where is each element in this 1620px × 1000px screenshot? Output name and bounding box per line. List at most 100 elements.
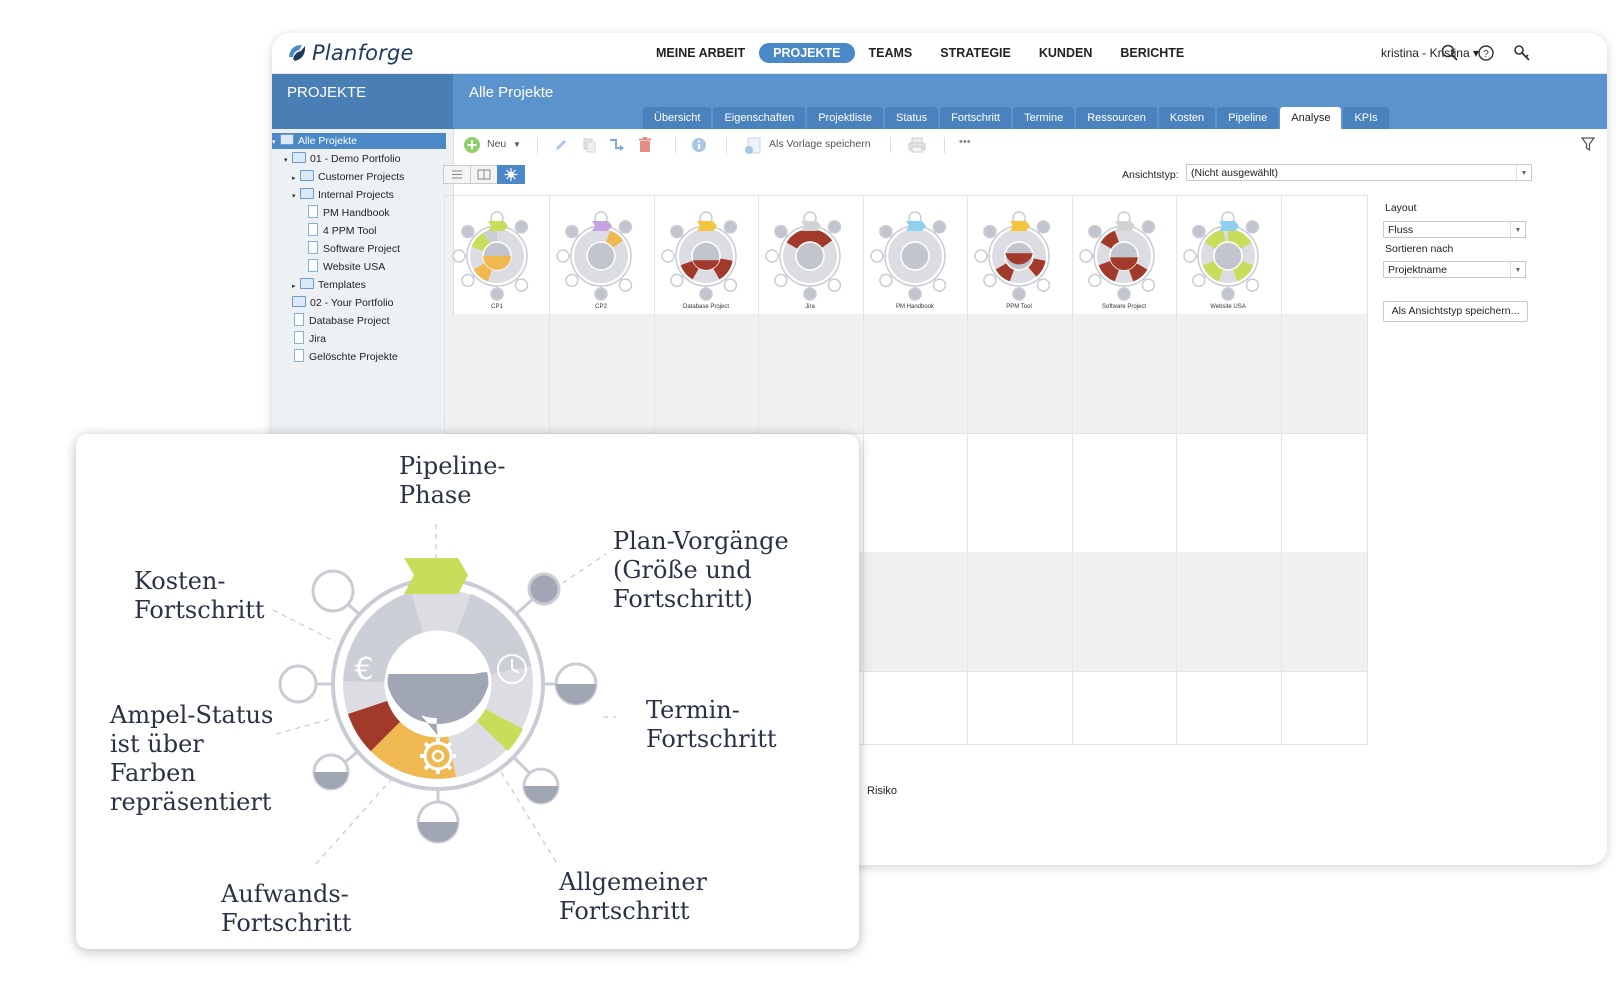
tab-ressourcen[interactable]: Ressourcen bbox=[1076, 107, 1157, 129]
folder-icon bbox=[280, 134, 294, 145]
label-line: ist über bbox=[110, 730, 204, 758]
satellite-circle bbox=[490, 287, 504, 301]
satellite-circle bbox=[974, 249, 988, 263]
nav-meine-arbeit[interactable]: MEINE ARBEIT bbox=[656, 46, 746, 60]
project-diagram-cp1[interactable]: CP1 bbox=[445, 204, 549, 316]
move-icon[interactable] bbox=[608, 137, 626, 153]
satellite-circle bbox=[1141, 278, 1156, 292]
toolbar-separator bbox=[890, 137, 891, 153]
edit-icon[interactable] bbox=[553, 137, 569, 153]
satellite-circle bbox=[514, 278, 529, 292]
satellite-circle bbox=[1141, 220, 1156, 234]
project-diagram-pm-handbook[interactable]: PM Handbook bbox=[863, 204, 967, 316]
new-button[interactable]: Neu bbox=[487, 138, 507, 150]
tree-item-label: Alle Projekte bbox=[298, 135, 357, 147]
toolbar: Neu ▼ Als Vorlage speichern ••• bbox=[453, 129, 1607, 159]
satellite-circle bbox=[461, 273, 475, 288]
tree-item-templates[interactable]: ▸ Templates bbox=[292, 278, 366, 291]
user-menu[interactable]: kristina - Kristina ▾ bbox=[1380, 46, 1479, 60]
tree-item-software-project[interactable]: Software Project bbox=[308, 241, 400, 257]
project-diagram-ppm-tool[interactable]: PPM Tool bbox=[967, 204, 1071, 316]
tree-item-geloeschte-projekte[interactable]: Gelöschte Projekte bbox=[294, 349, 398, 365]
label-line: Aufwands- bbox=[221, 880, 349, 908]
chevron-down-icon[interactable]: ▼ bbox=[513, 140, 521, 149]
tab-analyse[interactable]: Analyse bbox=[1280, 107, 1342, 129]
label-line: (Größe und bbox=[613, 556, 752, 584]
tab-eigenschaften[interactable]: Eigenschaften bbox=[713, 107, 806, 129]
sidebar-title: PROJEKTE bbox=[287, 84, 367, 101]
project-name: PPM Tool bbox=[1006, 304, 1032, 310]
sort-select[interactable]: Projektname ▼ bbox=[1383, 261, 1526, 278]
card-view-button[interactable] bbox=[470, 165, 498, 184]
search-icon[interactable] bbox=[1440, 43, 1460, 63]
more-options-button[interactable]: ••• bbox=[959, 136, 971, 148]
filter-icon[interactable] bbox=[1581, 136, 1595, 152]
progress-segment bbox=[471, 232, 490, 252]
nav-strategie[interactable]: STRATEGIE bbox=[940, 46, 1011, 60]
nav-teams[interactable]: TEAMS bbox=[868, 46, 913, 60]
view-type-select[interactable]: (Nicht ausgewählt) ▼ bbox=[1186, 164, 1532, 181]
tree-item-website-usa[interactable]: Website USA bbox=[308, 259, 385, 275]
tab-kpis[interactable]: KPIs bbox=[1343, 107, 1389, 129]
sun-diagram bbox=[974, 211, 1051, 301]
project-icon bbox=[294, 331, 304, 344]
nav-berichte[interactable]: BERICHTE bbox=[1120, 46, 1185, 60]
project-diagram-database-project[interactable]: Database Project bbox=[654, 204, 758, 316]
tree-item-ppm-tool[interactable]: 4 PPM Tool bbox=[308, 223, 377, 239]
project-diagram-cp2[interactable]: CP2 bbox=[549, 204, 653, 316]
top-bar: Planforge MEINE ARBEIT PROJEKTE TEAMS ST… bbox=[272, 33, 1607, 74]
save-as-template-button[interactable]: Als Vorlage speichern bbox=[769, 138, 871, 150]
label-line: Plan-Vorgänge bbox=[613, 527, 789, 555]
satellite-circle bbox=[932, 220, 947, 234]
tree-item-your-portfolio[interactable]: 02 - Your Portfolio bbox=[292, 295, 393, 311]
logo[interactable]: Planforge bbox=[286, 41, 414, 65]
layout-select[interactable]: Fluss ▼ bbox=[1383, 221, 1526, 238]
help-icon[interactable]: ? bbox=[1476, 43, 1496, 63]
tree-item-alle-projekte[interactable]: ▾ Alle Projekte bbox=[272, 133, 446, 149]
key-icon[interactable] bbox=[1512, 43, 1532, 63]
project-diagram-jira[interactable]: Jira bbox=[758, 204, 862, 316]
progress-segment bbox=[473, 263, 493, 282]
project-diagram-website-usa[interactable]: Website USA bbox=[1176, 204, 1280, 316]
tree-item-label: 01 - Demo Portfolio bbox=[310, 153, 401, 165]
tab-projektliste[interactable]: Projektliste bbox=[807, 107, 883, 129]
list-view-button[interactable] bbox=[443, 165, 471, 184]
copy-icon[interactable] bbox=[581, 137, 597, 153]
tab-status[interactable]: Status bbox=[884, 107, 939, 129]
analysis-view-button[interactable] bbox=[497, 165, 525, 184]
tab-uebersicht[interactable]: Übersicht bbox=[643, 107, 712, 129]
project-name: CP1 bbox=[491, 304, 503, 310]
label-line: Phase bbox=[399, 481, 472, 509]
add-icon[interactable] bbox=[463, 136, 481, 154]
logo-icon bbox=[289, 45, 306, 61]
tab-kosten[interactable]: Kosten bbox=[1158, 107, 1216, 129]
print-icon[interactable] bbox=[907, 136, 927, 154]
tree-item-jira[interactable]: Jira bbox=[294, 331, 326, 347]
tree-item-label: Internal Projects bbox=[318, 189, 394, 201]
delete-icon[interactable] bbox=[637, 136, 653, 153]
nav-projekte[interactable]: PROJEKTE bbox=[759, 43, 855, 63]
layout-label: Layout bbox=[1385, 202, 1417, 214]
satellite-circle bbox=[670, 224, 684, 239]
pipeline-flag bbox=[592, 221, 612, 231]
tree-item-customer-projects[interactable]: ▸ Customer Projects bbox=[292, 170, 405, 183]
project-name: CP2 bbox=[595, 304, 607, 310]
tab-pipeline[interactable]: Pipeline bbox=[1217, 107, 1279, 129]
tree-item-internal-projects[interactable]: ▾ Internal Projects bbox=[292, 188, 394, 201]
tab-termine[interactable]: Termine bbox=[1013, 107, 1075, 129]
satellite-circle bbox=[1036, 220, 1051, 234]
project-diagram-software-project[interactable]: Software Project bbox=[1072, 204, 1176, 316]
label-line: Kosten- bbox=[134, 567, 226, 595]
tab-fortschritt[interactable]: Fortschritt bbox=[940, 107, 1012, 129]
satellite-circle bbox=[827, 220, 842, 234]
satellite-circle bbox=[461, 224, 475, 239]
tree-item-pm-handbook[interactable]: PM Handbook bbox=[308, 205, 390, 221]
save-view-type-button[interactable]: Als Ansichtstyp speichern... bbox=[1383, 301, 1528, 322]
tree-item-database-project[interactable]: Database Project bbox=[294, 313, 390, 329]
satellite-circle bbox=[1192, 224, 1206, 239]
tree-item-demo-portfolio[interactable]: ▾ 01 - Demo Portfolio bbox=[284, 152, 401, 165]
satellite-circle bbox=[879, 273, 893, 288]
label-traffic-light-status: Ampel-Status ist über Farben repräsentie… bbox=[110, 701, 273, 817]
nav-kunden[interactable]: KUNDEN bbox=[1038, 46, 1093, 60]
info-icon[interactable] bbox=[691, 137, 707, 153]
